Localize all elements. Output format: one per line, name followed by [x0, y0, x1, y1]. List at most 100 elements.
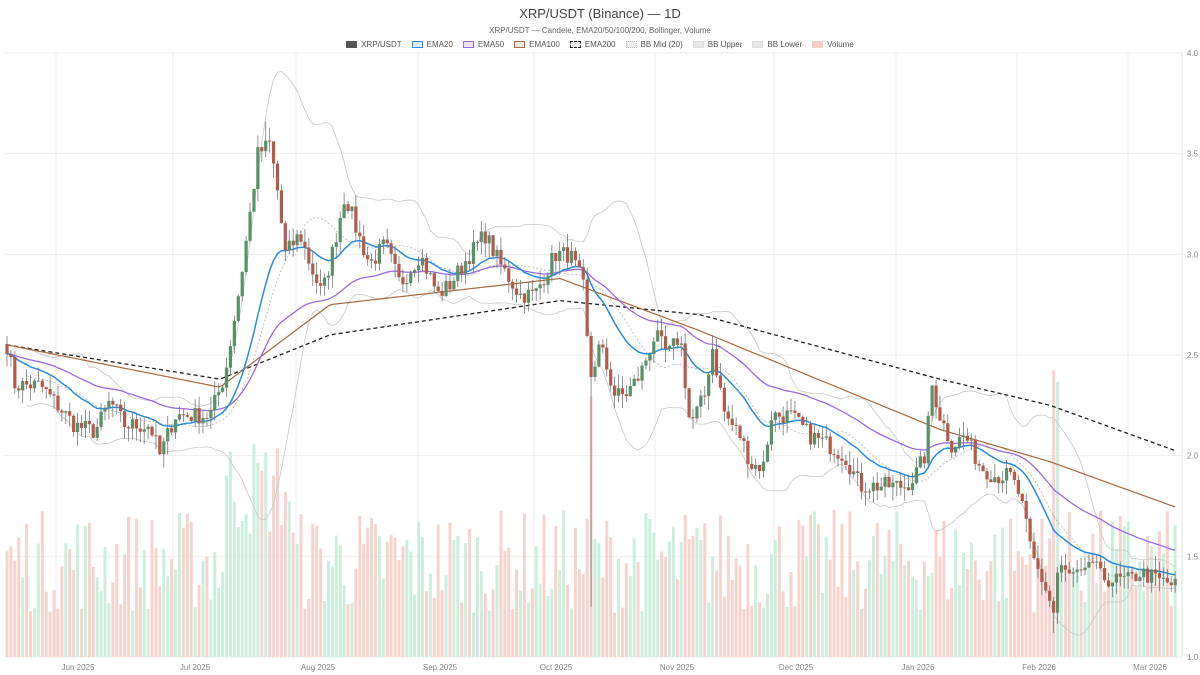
candle-body	[185, 415, 189, 417]
candle-body	[922, 456, 926, 464]
volume-bar	[848, 511, 852, 657]
volume-bar	[1107, 585, 1111, 657]
volume-bar	[362, 544, 366, 657]
candle-body	[448, 280, 452, 290]
volume-bar	[205, 556, 209, 657]
candle-body	[687, 388, 691, 418]
candle-body	[765, 444, 770, 462]
candle-body	[444, 280, 448, 296]
candle-body	[1169, 582, 1173, 586]
legend-item-bb-lower[interactable]: BB Lower	[752, 40, 802, 49]
y-tick-label: 3.0	[1187, 250, 1199, 259]
candle-body	[401, 277, 405, 285]
candle-body	[1106, 580, 1111, 587]
candle-body	[973, 439, 977, 464]
candle-body	[52, 394, 56, 396]
candle-body	[597, 344, 601, 367]
chart-subtitle: XRP/USDT — Candele, EMA20/50/100/200, Bo…	[489, 26, 711, 35]
legend-item-ema20[interactable]: EMA20	[411, 40, 453, 49]
candle-body	[154, 435, 158, 437]
volume-bar	[765, 593, 769, 657]
volume-bar	[652, 532, 656, 657]
candle-body	[315, 274, 319, 284]
volume-bar	[656, 559, 660, 657]
legend-item-ema200[interactable]: EMA200	[569, 40, 616, 49]
legend-item-bb-upper[interactable]: BB Upper	[692, 40, 743, 49]
candle-body	[79, 422, 84, 429]
volume-bar	[699, 540, 703, 657]
volume-bar	[793, 606, 797, 657]
candle-body	[773, 412, 777, 421]
volume-bar	[240, 520, 244, 657]
volume-bar	[969, 542, 973, 657]
candle-body	[1048, 590, 1052, 601]
volume-bar	[475, 536, 479, 657]
x-tick-label: Mar 2026	[1133, 663, 1167, 672]
legend: XRP/USDT EMA20 EMA50 EMA100 EMA200 BB Mid (20…	[0, 40, 1200, 49]
volume-bar	[918, 609, 922, 657]
volume-bar	[863, 588, 867, 657]
candle-body	[946, 423, 950, 442]
legend-item-volume[interactable]: Volume	[812, 40, 854, 49]
candle-body	[859, 473, 864, 492]
candle-body	[72, 415, 76, 432]
legend-item-xrp-usdt[interactable]: XRP/USDT	[346, 40, 402, 49]
candle-body	[209, 410, 213, 419]
volume-bar	[303, 608, 307, 657]
candle-body	[1173, 578, 1177, 586]
candle-body	[479, 231, 483, 242]
ema50-line	[6, 265, 1176, 552]
volume-bar	[1142, 590, 1146, 657]
volume-bar	[973, 560, 977, 657]
candle-body	[926, 415, 930, 464]
candle-body	[1134, 573, 1138, 582]
volume-bar	[393, 537, 397, 657]
legend-swatch-icon	[462, 41, 474, 48]
volume-bar	[275, 448, 279, 657]
volume-bar	[499, 510, 503, 657]
candle-body	[667, 345, 672, 349]
x-tick-label: Sep 2025	[423, 663, 458, 672]
candle-body	[805, 423, 809, 425]
legend-item-ema50[interactable]: EMA50	[462, 40, 504, 49]
volume-bar	[797, 519, 801, 657]
legend-label: BB Mid (20)	[640, 40, 683, 49]
candle-body	[789, 410, 793, 412]
legend-label: XRP/USDT	[361, 40, 402, 49]
candle-body	[103, 407, 107, 412]
candle-body	[25, 381, 29, 385]
volume-bar	[840, 524, 844, 657]
volume-bar	[636, 561, 640, 657]
candle-body	[632, 378, 636, 386]
candle-body	[275, 163, 280, 191]
legend-item-ema100[interactable]: EMA100	[514, 40, 560, 49]
candle-body	[354, 206, 358, 233]
volume-bar	[911, 576, 915, 657]
legend-label: BB Upper	[707, 40, 743, 49]
candle-body	[1075, 569, 1079, 573]
volume-bar	[1044, 565, 1048, 657]
candle-body	[64, 411, 68, 413]
volume-bar	[130, 610, 134, 657]
volume-bar	[722, 596, 726, 657]
volume-bar	[860, 608, 864, 657]
volume-bar	[315, 525, 319, 657]
candle-body	[903, 487, 907, 489]
volume-bar	[1130, 569, 1134, 657]
volume-bar	[526, 602, 530, 657]
candle-body	[624, 394, 628, 397]
volume-bar	[9, 546, 13, 657]
volume-bar	[197, 584, 201, 657]
volume-bar	[1016, 551, 1020, 657]
candle-body	[303, 241, 307, 248]
legend-swatch-icon	[569, 41, 581, 48]
candle-body	[499, 249, 503, 265]
volume-bar	[421, 537, 425, 657]
candle-body	[871, 482, 875, 492]
y-tick-label: 3.5	[1187, 150, 1199, 159]
volume-bar	[424, 591, 428, 657]
candle-body	[111, 400, 115, 405]
volume-bar	[1161, 553, 1165, 657]
legend-item-bb-mid-20[interactable]: BB Mid (20)	[625, 40, 683, 49]
volume-bar	[319, 548, 323, 657]
